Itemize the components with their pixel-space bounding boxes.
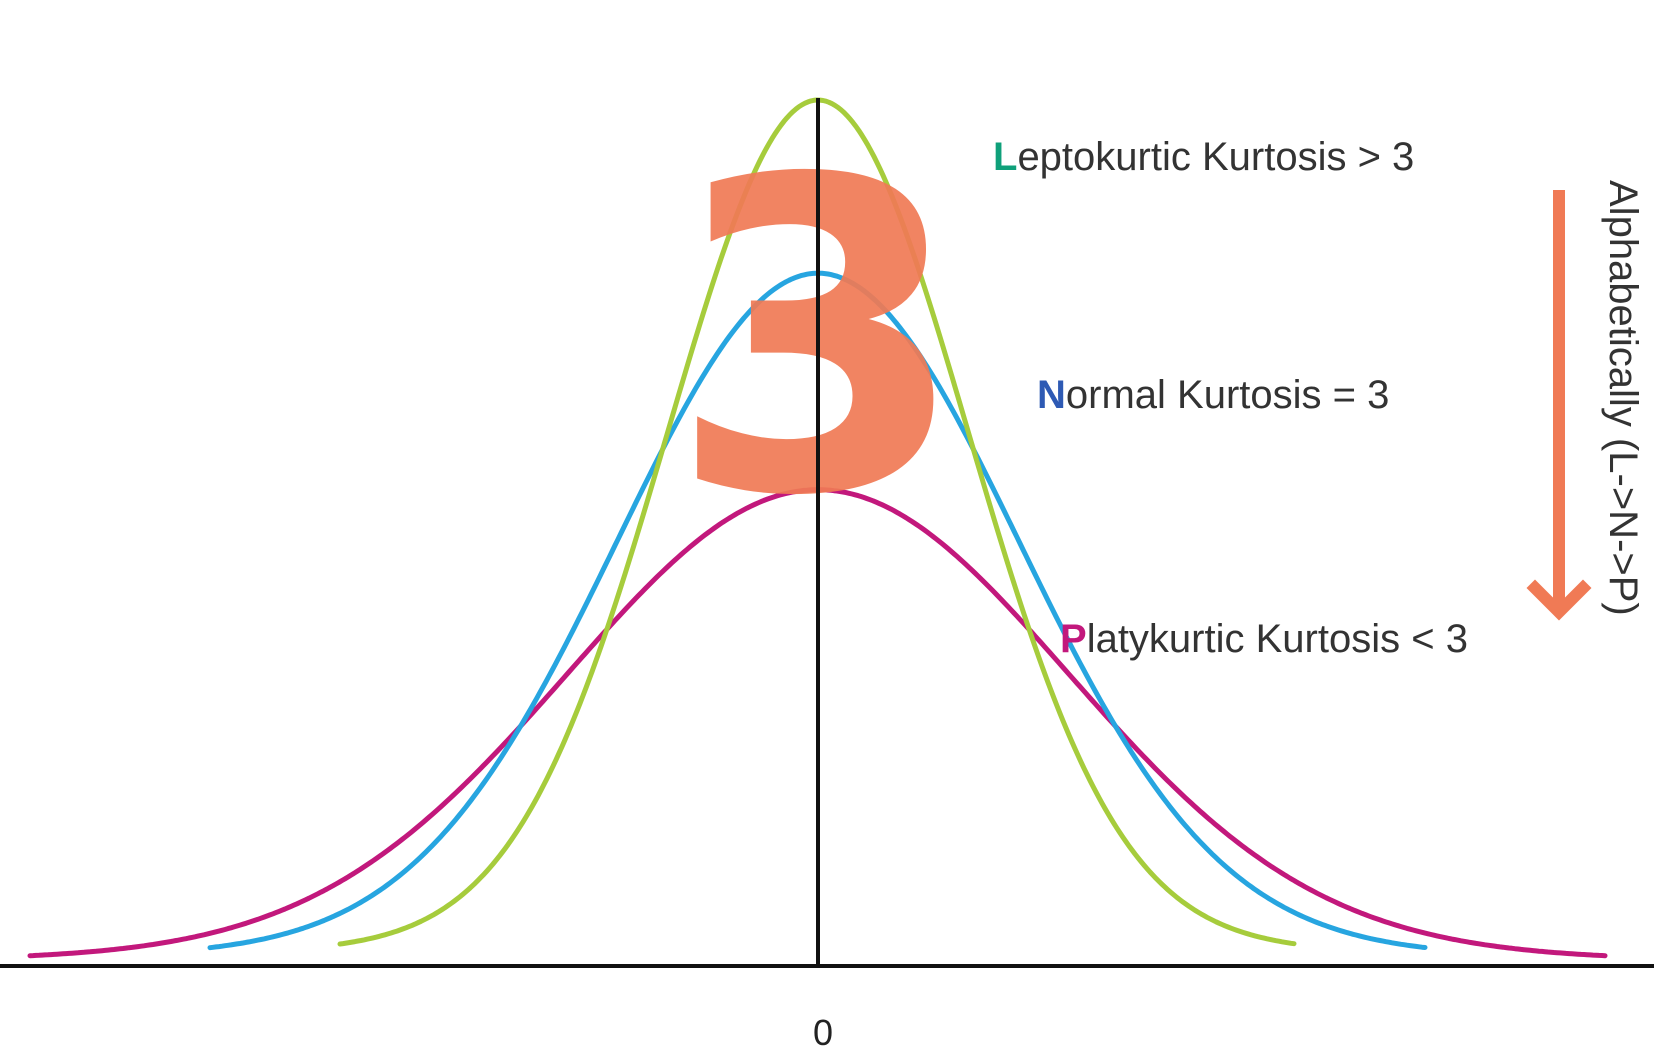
leptokurtic-label: Leptokurtic Kurtosis > 3	[993, 135, 1414, 179]
leptokurtic-text: eptokurtic Kurtosis > 3	[1017, 135, 1414, 179]
normal-initial: N	[1037, 373, 1066, 417]
platykurtic-label: Platykurtic Kurtosis < 3	[1060, 617, 1468, 661]
normal-text: ormal Kurtosis = 3	[1066, 373, 1389, 417]
x-axis-tick-zero: 0	[813, 1012, 833, 1053]
alphabetical-order-note: Alphabetically (L->N->P)	[1601, 180, 1645, 616]
down-arrow-icon	[1526, 190, 1592, 621]
leptokurtic-initial: L	[993, 135, 1017, 179]
platykurtic-text: latykurtic Kurtosis < 3	[1087, 617, 1468, 661]
normal-label: Normal Kurtosis = 3	[1037, 373, 1389, 417]
platykurtic-initial: P	[1060, 617, 1087, 661]
